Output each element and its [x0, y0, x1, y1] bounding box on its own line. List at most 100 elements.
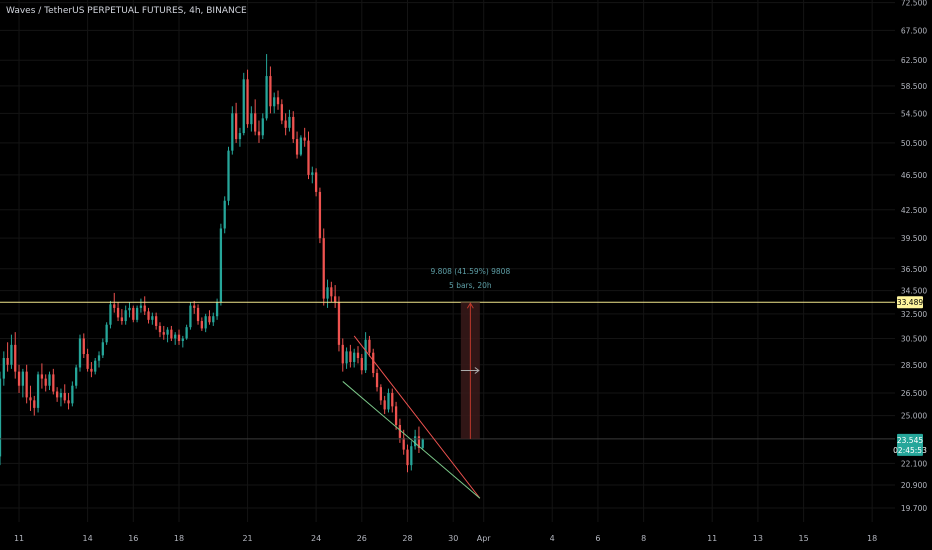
- candle-body: [193, 305, 196, 308]
- candle-body: [82, 338, 85, 355]
- y-tick-label: 42.500: [901, 206, 927, 215]
- candle-body: [212, 316, 215, 323]
- candle-body: [204, 316, 207, 329]
- candle-body: [246, 79, 249, 125]
- x-tick-label: 13: [753, 534, 763, 543]
- candle-body: [113, 304, 116, 308]
- candle-body: [52, 374, 55, 392]
- candlestick-series: [0, 54, 424, 473]
- candle-body: [109, 304, 112, 325]
- candle-body: [292, 116, 295, 140]
- candle-body: [139, 305, 143, 308]
- candle-body: [33, 400, 36, 408]
- y-tick-label: 19.700: [901, 504, 927, 513]
- candle-body: [124, 310, 127, 322]
- level-price-badge: 33.489: [897, 296, 923, 309]
- candle-body: [303, 137, 306, 141]
- candle-body: [372, 352, 375, 374]
- x-tick-label: 21: [242, 534, 252, 543]
- x-tick-label: 8: [641, 534, 646, 543]
- candle-body: [147, 311, 150, 320]
- level-badge-label: 33.489: [897, 298, 923, 307]
- countdown-label: 02:45:53: [893, 446, 927, 455]
- y-tick-label: 54.500: [901, 109, 927, 118]
- y-tick-label: 22.100: [901, 459, 927, 468]
- candle-body: [170, 329, 173, 339]
- candle-body: [410, 446, 413, 466]
- candle-body: [345, 351, 348, 364]
- time-axis[interactable]: 11 14 16 18 21 24 26 28 30 Apr 4 6 8 11 13 15 18: [14, 534, 877, 543]
- x-tick-label: 18: [867, 534, 877, 543]
- candle-body: [17, 371, 21, 386]
- candle-body: [234, 113, 238, 140]
- candle-body: [398, 424, 402, 438]
- candle-body: [250, 113, 253, 125]
- candle-body: [2, 358, 5, 379]
- candle-body: [421, 438, 424, 448]
- candle-body: [55, 391, 59, 398]
- x-tick-label: 14: [83, 534, 93, 543]
- candle-body: [341, 344, 344, 364]
- candle-body: [196, 307, 200, 322]
- candle-body: [299, 137, 303, 155]
- candle-body: [116, 307, 120, 318]
- level-badge-bg: [897, 296, 923, 309]
- candle-body: [208, 316, 211, 323]
- x-tick-label: 30: [448, 534, 458, 543]
- candle-body: [387, 392, 390, 410]
- candle-body: [215, 302, 219, 317]
- y-tick-label: 28.500: [901, 361, 927, 370]
- candle-body: [44, 378, 47, 386]
- x-tick-label: 15: [799, 534, 809, 543]
- price-axis[interactable]: 72.500 67.500 62.500 58.500 54.500 50.500 46.5…: [893, 0, 927, 513]
- candle-body: [276, 97, 280, 105]
- y-tick-label: 26.500: [901, 389, 927, 398]
- candle-body: [295, 139, 299, 155]
- candle-body: [158, 325, 162, 333]
- candle-body: [375, 373, 379, 388]
- y-tick-label: 34.500: [901, 287, 927, 296]
- x-tick-label: 11: [707, 534, 717, 543]
- measure-bars-label: 5 bars, 20h: [449, 281, 492, 290]
- candle-body: [288, 116, 291, 128]
- y-tick-label: 67.500: [901, 26, 927, 35]
- candle-body: [128, 307, 131, 311]
- y-tick-label: 58.500: [901, 82, 927, 91]
- candle-body: [238, 133, 242, 140]
- candle-body: [14, 344, 17, 372]
- y-tick-label: 30.500: [901, 334, 927, 343]
- candle-body: [200, 321, 203, 329]
- candle-body: [181, 338, 184, 342]
- x-tick-label: 6: [595, 534, 600, 543]
- candle-body: [63, 392, 66, 401]
- candle-body: [307, 140, 310, 175]
- candle-body: [330, 287, 333, 297]
- candle-body: [265, 76, 268, 119]
- y-tick-label: 36.500: [901, 265, 927, 274]
- candle-body: [94, 360, 97, 372]
- y-tick-label: 50.500: [901, 139, 927, 148]
- candle-body: [231, 113, 234, 151]
- x-tick-label: 11: [14, 534, 24, 543]
- candle-body: [101, 342, 104, 356]
- y-tick-label: 72.500: [901, 0, 927, 8]
- candle-body: [143, 305, 146, 312]
- candle-body: [356, 352, 360, 359]
- candle-body: [322, 238, 325, 299]
- measure-arrow-head: [466, 302, 474, 309]
- candle-body: [391, 392, 394, 407]
- candle-body: [242, 79, 245, 134]
- candle-body: [90, 368, 93, 372]
- x-tick-label: 4: [550, 534, 555, 543]
- candle-body: [166, 329, 169, 335]
- candle-body: [334, 296, 337, 303]
- y-tick-label: 39.500: [901, 234, 927, 243]
- candle-body: [413, 436, 417, 447]
- candle-body: [86, 354, 89, 369]
- candle-body: [29, 397, 32, 401]
- wedge-lower-trendline: [342, 381, 481, 499]
- measure-horizontal-arrow-head: [474, 367, 480, 374]
- candle-body: [368, 339, 371, 353]
